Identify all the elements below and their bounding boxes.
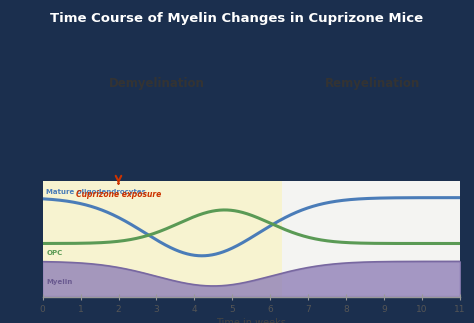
Text: Mature oligodendrocytes: Mature oligodendrocytes [46, 190, 146, 195]
X-axis label: Time in weeks: Time in weeks [216, 318, 286, 323]
Text: Remyelination: Remyelination [325, 78, 420, 90]
Text: OPC: OPC [46, 250, 63, 256]
Text: Demyelination: Demyelination [109, 78, 204, 90]
Text: Myelin: Myelin [46, 278, 73, 285]
Text: Time Course of Myelin Changes in Cuprizone Mice: Time Course of Myelin Changes in Cuprizo… [50, 12, 424, 25]
Bar [43, 163, 282, 297]
Text: Cuprizone exposure: Cuprizone exposure [76, 190, 161, 199]
